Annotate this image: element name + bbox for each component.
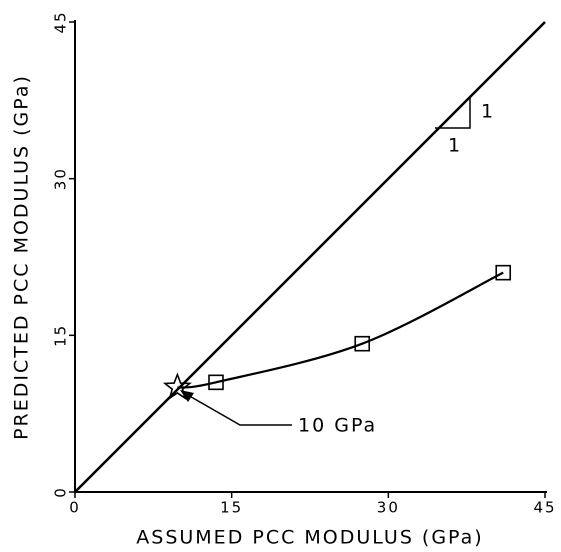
- x-tick-label: 30: [377, 499, 400, 517]
- data-line: [74, 21, 546, 493]
- x-tick-label: 0: [69, 499, 81, 517]
- square-marker: [208, 374, 224, 391]
- y-axis-label: PREDICTED PCC MODULUS (GPa): [11, 74, 33, 440]
- data-line: [177, 271, 504, 389]
- y-tick-label: 0: [52, 486, 70, 498]
- square-marker: [495, 264, 512, 281]
- x-tick-label: 45: [533, 499, 556, 517]
- star-marker: [162, 372, 192, 400]
- y-tick-label: 30: [52, 167, 70, 190]
- x-tick-label: 15: [220, 499, 243, 517]
- annotation: 10 GPa: [298, 415, 377, 437]
- square-marker: [354, 335, 371, 352]
- slope-label: 1: [448, 135, 462, 157]
- y-tick-label: 15: [52, 324, 70, 347]
- y-tick-label: 45: [52, 10, 70, 33]
- slope-label: 1: [481, 101, 495, 123]
- x-axis-label: ASSUMED PCC MODULUS (GPa): [136, 527, 483, 549]
- annotation-arrow: [185, 393, 292, 426]
- slope-triangle: [435, 97, 471, 129]
